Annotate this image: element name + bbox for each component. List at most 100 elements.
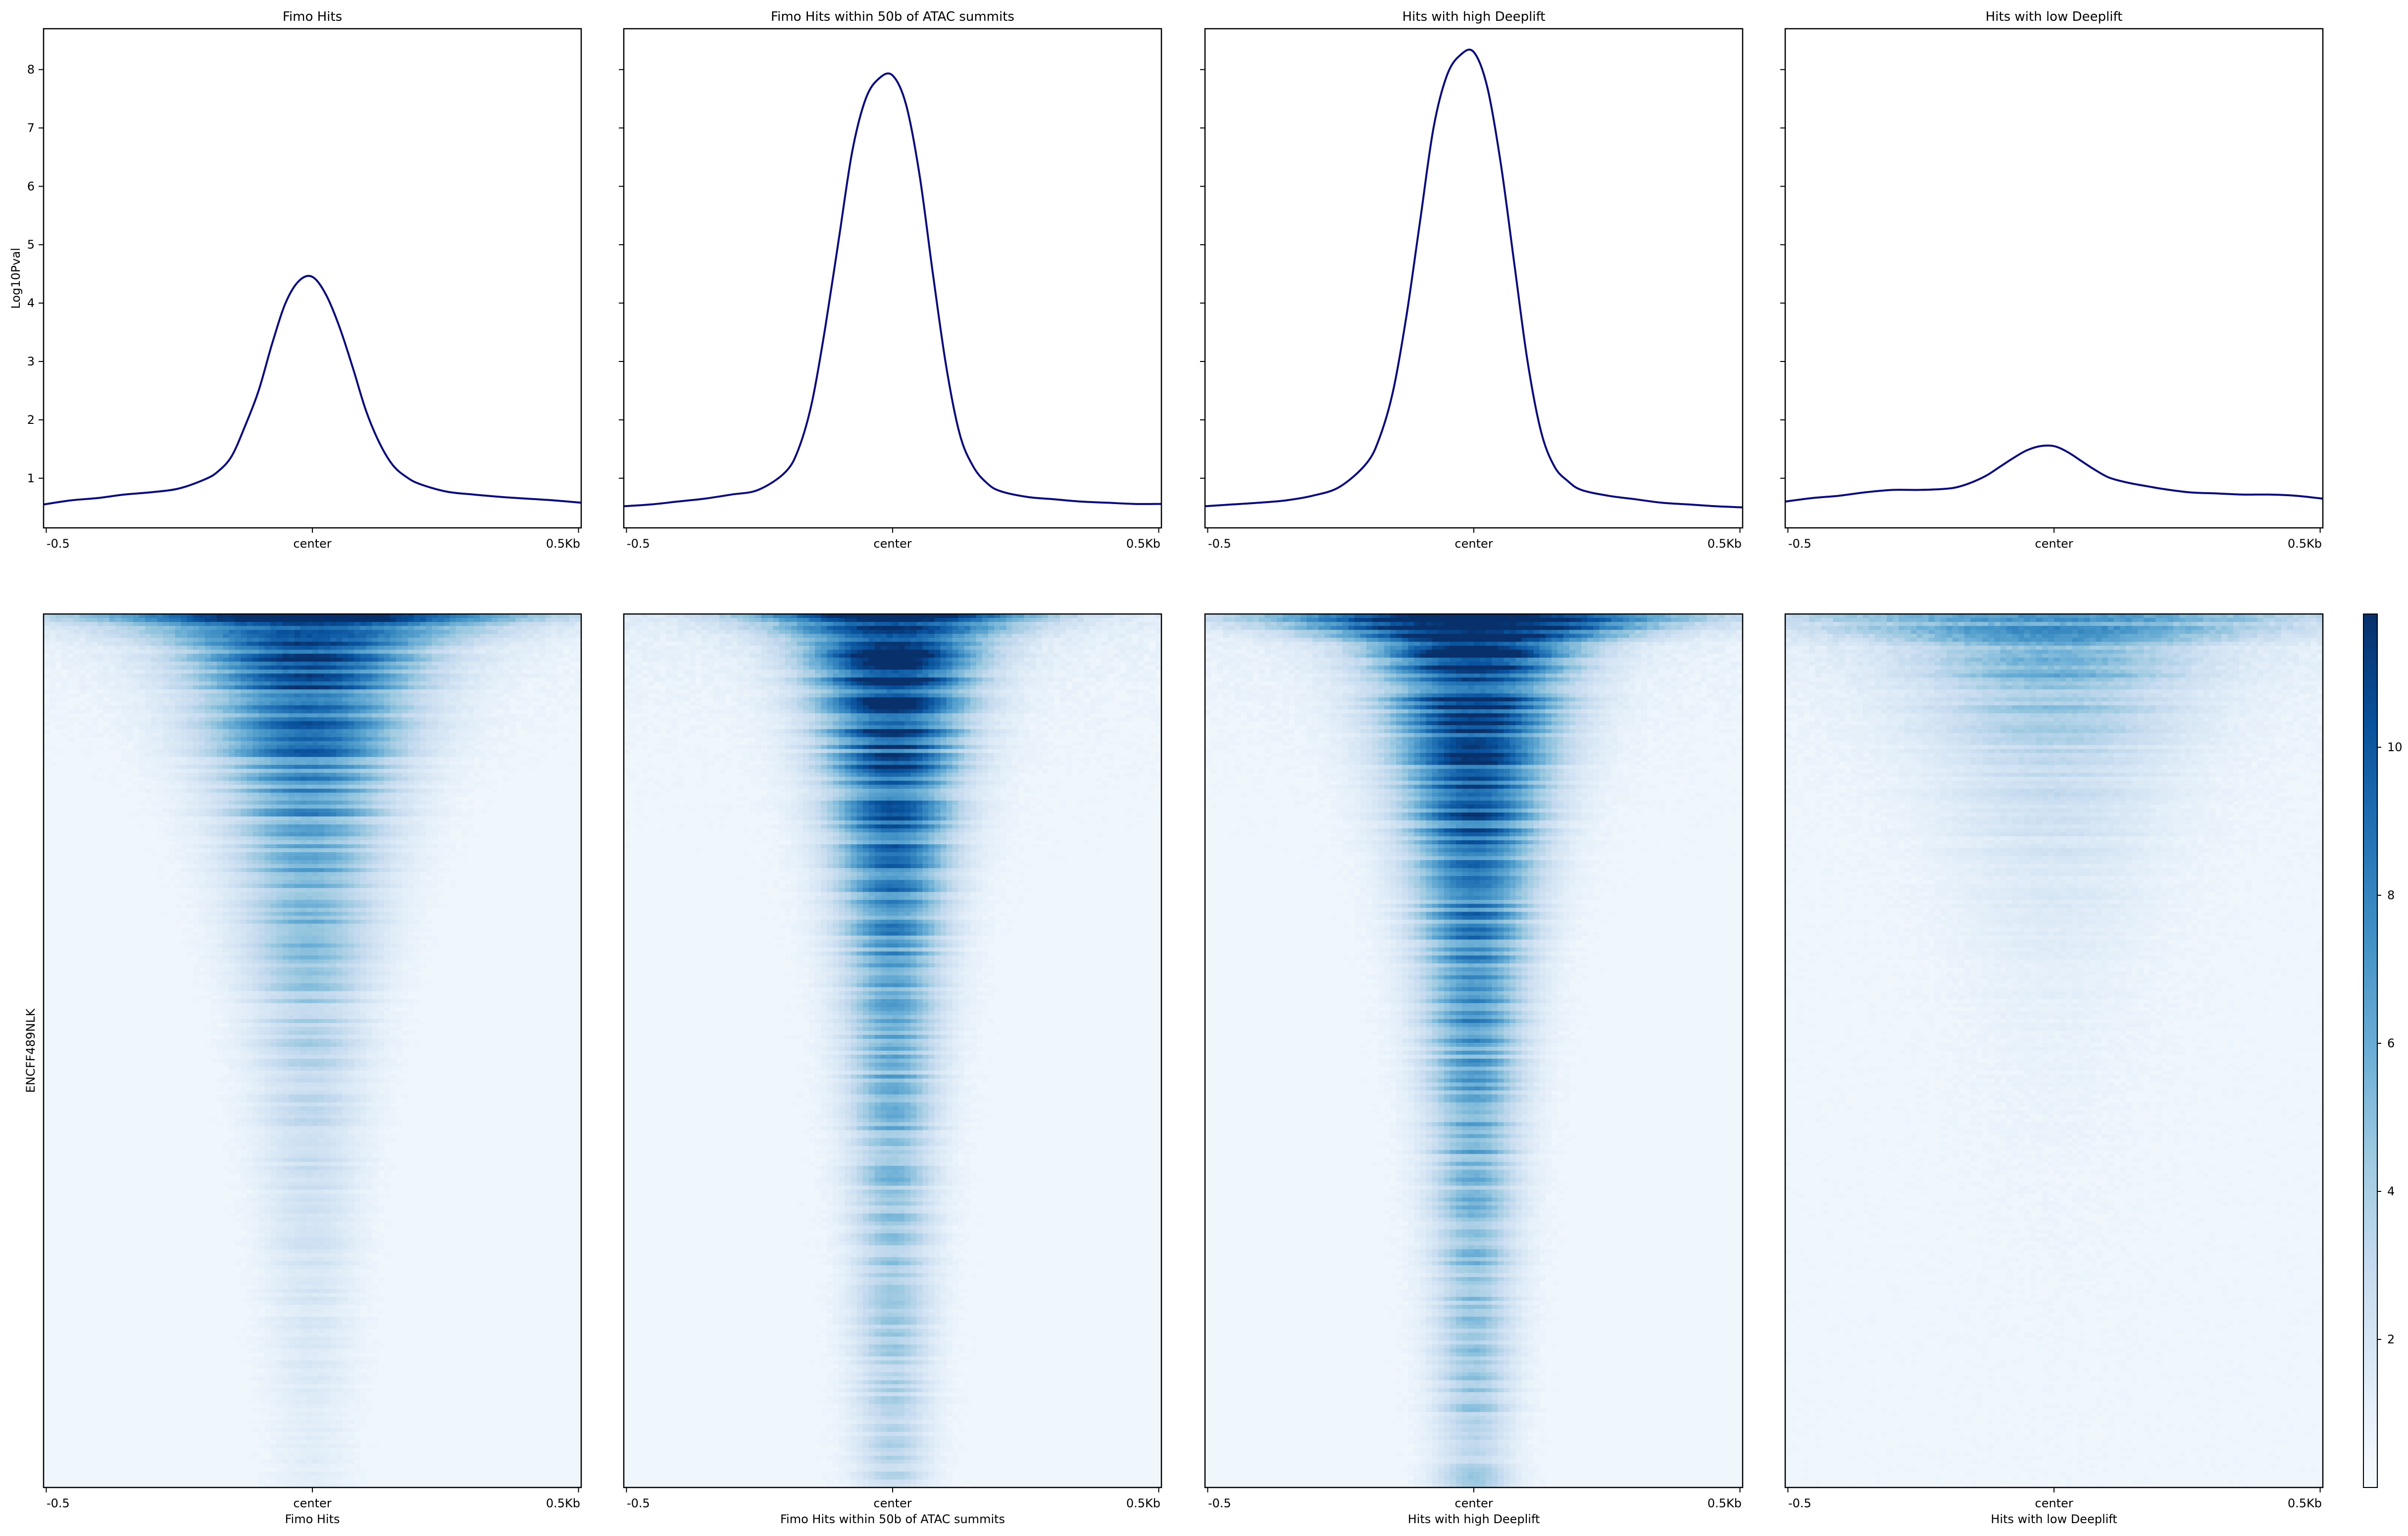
heatmap-cell: [462, 618, 468, 622]
heatmap-cell: [324, 769, 331, 773]
heatmap-cell: [360, 717, 367, 722]
heatmap-cell: [306, 904, 313, 908]
heatmap-cell: [98, 634, 104, 638]
heatmap-cell: [145, 721, 151, 726]
heatmap-cell: [211, 701, 217, 706]
heatmap-cell: [289, 721, 295, 726]
heatmap-cell: [390, 741, 397, 746]
heatmap-cell: [169, 689, 175, 694]
heatmap-cell: [360, 761, 367, 766]
heatmap-cell: [229, 717, 235, 722]
heatmap-cell: [456, 813, 462, 817]
heatmap-cell: [342, 864, 349, 869]
heatmap-cell: [414, 666, 420, 670]
heatmap-cell: [121, 709, 128, 714]
heatmap-cell: [157, 809, 163, 813]
heatmap-cell: [205, 757, 211, 762]
heatmap-cell: [127, 761, 134, 766]
heatmap-cell: [450, 717, 456, 722]
heatmap-cell: [414, 717, 420, 722]
heatmap-cell: [109, 646, 116, 650]
heatmap-cell: [157, 662, 163, 666]
heatmap-cell: [324, 817, 331, 821]
heatmap-cell: [384, 840, 391, 845]
heatmap-cell: [223, 701, 229, 706]
heatmap-cell: [348, 896, 354, 900]
heatmap-cell: [498, 650, 504, 654]
heatmap-cell: [205, 650, 211, 654]
heatmap-cell: [426, 721, 432, 726]
heatmap-cell: [348, 634, 354, 638]
heatmap-cell: [390, 650, 397, 654]
profile-frame: [1205, 29, 1743, 528]
heatmap-cell: [540, 725, 546, 730]
heatmap-cell: [115, 646, 122, 650]
heatmap-cell: [223, 630, 229, 634]
heatmap-cell: [420, 832, 426, 837]
heatmap-cell: [265, 685, 271, 690]
heatmap-cell: [527, 666, 534, 670]
heatmap-cell: [289, 646, 295, 650]
heatmap-cell: [181, 896, 188, 900]
heatmap-cell: [175, 626, 182, 630]
heatmap-cell: [408, 868, 414, 872]
heatmap-cell: [348, 793, 354, 797]
heatmap-cell: [324, 689, 331, 694]
heatmap-cell: [241, 876, 247, 880]
heatmap-cell: [552, 658, 558, 662]
heatmap-cell: [103, 626, 110, 630]
heatmap-cell: [229, 729, 235, 734]
heatmap-cell: [103, 681, 110, 686]
heatmap-cell: [402, 721, 408, 726]
heatmap-cell: [360, 673, 367, 678]
heatmap-cell: [498, 618, 504, 622]
heatmap-cell: [492, 614, 498, 618]
heatmap-cell: [450, 753, 456, 758]
heatmap-cell: [55, 614, 62, 618]
heatmap-cell: [468, 725, 474, 730]
heatmap-cell: [360, 634, 367, 638]
heatmap-cell: [205, 761, 211, 766]
heatmap-cell: [193, 749, 200, 754]
heatmap-cell: [109, 654, 116, 658]
heatmap-cell: [86, 654, 92, 658]
heatmap-cell: [163, 681, 169, 686]
heatmap-cell: [450, 658, 456, 662]
heatmap-cell: [86, 741, 92, 746]
heatmap-cell: [306, 705, 313, 710]
heatmap-cell: [360, 614, 367, 618]
heatmap-cell: [318, 805, 325, 809]
heatmap-cell: [181, 717, 188, 722]
heatmap-cell: [258, 904, 265, 908]
heatmap-cell: [354, 765, 361, 769]
heatmap-cell: [145, 789, 151, 793]
heatmap-cell: [492, 673, 498, 678]
heatmap-cell: [235, 745, 241, 750]
heatmap-cell: [342, 793, 349, 797]
heatmap-cell: [252, 642, 259, 646]
heatmap-cell: [348, 769, 354, 773]
heatmap-cell: [277, 709, 283, 714]
heatmap-cell: [408, 697, 414, 702]
heatmap-cell: [103, 693, 110, 698]
heatmap-cell: [498, 654, 504, 658]
heatmap-cell: [348, 773, 354, 777]
heatmap-cell: [503, 717, 510, 722]
heatmap-cell: [468, 741, 474, 746]
heatmap-cell: [402, 872, 408, 876]
heatmap-cell: [252, 681, 259, 686]
heatmap-cell: [318, 781, 325, 785]
heatmap-cell: [301, 705, 307, 710]
heatmap-cell: [73, 693, 80, 698]
heatmap-cell: [396, 753, 402, 758]
heatmap-cell: [235, 836, 241, 841]
heatmap-cell: [378, 642, 385, 646]
heatmap-cell: [330, 669, 337, 674]
heatmap-cell: [402, 888, 408, 892]
heatmap-cell: [426, 642, 432, 646]
heatmap-cell: [336, 809, 343, 813]
heatmap-cell: [50, 630, 56, 634]
heatmap-cell: [366, 721, 373, 726]
heatmap-cell: [420, 793, 426, 797]
heatmap-cell: [283, 836, 289, 841]
